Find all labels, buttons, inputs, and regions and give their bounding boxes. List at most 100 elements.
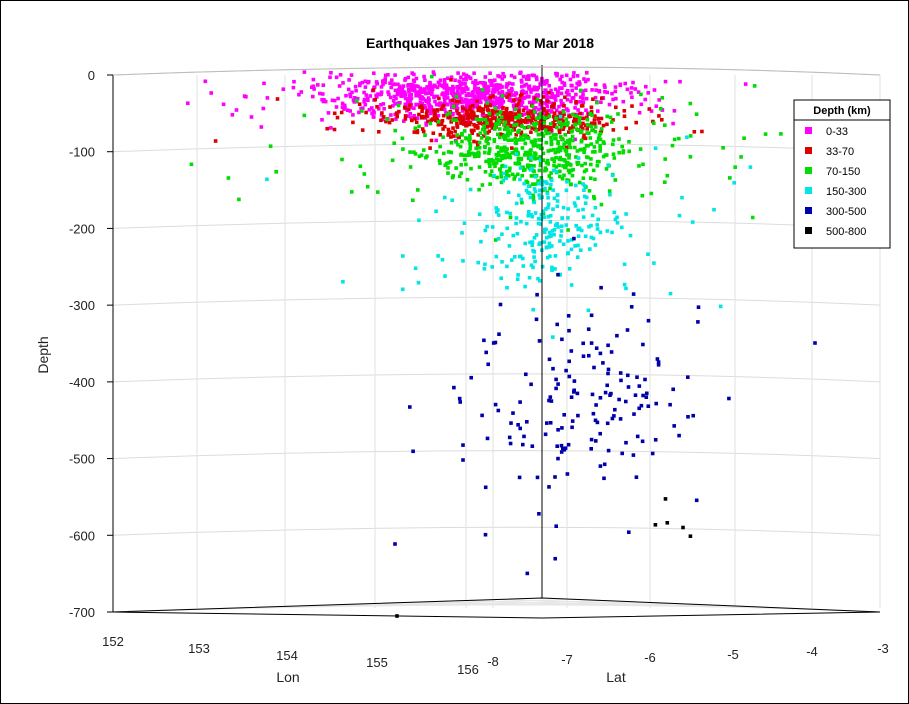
data-point-70-150 [516,162,520,166]
data-point-33-70 [470,131,474,135]
data-point-0-33 [353,84,358,89]
data-point-0-33 [435,85,440,90]
data-point-70-150 [499,115,504,120]
data-point-0-33 [393,88,398,93]
data-point-150-300 [529,213,533,217]
data-point-0-33 [439,83,443,88]
data-point-0-33 [360,80,365,85]
data-point-70-150 [537,168,542,173]
data-point-0-33 [414,76,419,81]
data-point-33-70 [424,114,429,119]
data-point-150-300 [622,262,627,267]
data-point-300-500 [560,337,564,342]
data-point-70-150 [513,174,517,179]
data-point-70-150 [593,125,598,129]
data-point-0-33 [571,74,576,79]
data-point-33-70 [605,122,609,127]
data-point-150-300 [545,191,550,196]
data-point-0-33 [320,118,324,122]
data-point-0-33 [488,93,492,98]
data-point-70-150 [533,182,538,186]
data-point-150-300 [434,209,438,214]
data-point-70-150 [588,112,593,116]
data-point-70-150 [482,124,486,128]
data-point-33-70 [485,117,490,121]
data-point-0-33 [472,97,477,101]
data-point-70-150 [455,133,460,137]
data-point-150-300 [553,223,558,227]
data-point-70-150 [577,121,582,126]
data-point-150-300 [507,244,512,248]
data-point-70-150 [562,173,566,178]
data-point-70-150 [477,165,482,169]
data-point-0-33 [505,91,509,96]
data-point-70-150 [591,150,595,154]
data-point-33-70 [410,118,414,123]
data-point-70-150 [561,137,565,142]
data-point-0-33 [402,119,406,123]
data-point-300-500 [556,428,560,432]
data-point-0-33 [443,92,447,97]
data-point-0-33 [526,95,531,99]
data-point-150-300 [544,245,549,249]
data-point-70-150 [483,131,487,136]
data-point-0-33 [362,97,367,102]
data-point-70-150 [561,164,565,168]
data-point-70-150 [489,169,494,173]
data-point-300-500 [549,399,554,403]
data-point-0-33 [527,77,531,81]
data-point-0-33 [442,78,447,82]
data-point-0-33 [410,71,414,75]
data-point-500-800 [653,523,658,527]
data-point-70-150 [573,123,577,127]
data-point-70-150 [449,141,454,145]
data-point-33-70 [624,126,628,131]
data-point-70-150 [549,139,554,143]
data-point-70-150 [487,151,491,156]
data-point-0-33 [345,108,350,112]
data-point-0-33 [470,98,475,102]
data-point-70-150 [520,173,524,178]
data-point-33-70 [394,111,399,115]
data-point-0-33 [387,92,391,97]
data-point-150-300 [517,193,521,198]
data-point-0-33 [408,93,412,97]
data-point-150-300 [494,254,499,259]
data-point-70-150 [557,163,561,168]
data-point-70-150 [468,137,472,141]
data-point-0-33 [388,95,393,100]
data-point-70-150 [543,116,548,120]
data-point-0-33 [259,125,264,129]
data-point-300-500 [522,434,526,439]
data-point-300-500 [511,411,515,415]
data-point-70-150 [556,141,560,146]
data-point-150-300 [581,207,585,212]
data-point-70-150 [515,122,519,127]
data-point-0-33 [423,106,427,110]
data-point-33-70 [468,120,473,125]
data-point-0-33 [550,101,555,106]
data-point-70-150 [541,151,546,156]
data-point-300-500 [650,451,655,456]
data-point-70-150 [566,139,570,143]
data-point-70-150 [542,121,547,125]
data-point-70-150 [447,111,452,115]
data-point-33-70 [422,115,427,119]
data-point-0-33 [370,106,374,110]
data-point-70-150 [464,162,468,167]
data-point-0-33 [451,111,455,116]
data-point-300-500 [646,404,651,408]
data-point-300-500 [592,365,596,370]
data-point-150-300 [528,168,533,172]
data-point-70-150 [358,164,363,168]
data-point-0-33 [574,86,578,90]
data-point-0-33 [671,121,675,126]
data-point-33-70 [530,110,534,114]
data-point-150-300 [690,220,695,224]
data-point-70-150 [524,179,529,184]
data-point-70-150 [639,92,643,97]
data-point-33-70 [490,116,495,121]
data-point-0-33 [297,92,301,97]
data-point-70-150 [500,94,505,98]
data-point-70-150 [568,145,573,150]
